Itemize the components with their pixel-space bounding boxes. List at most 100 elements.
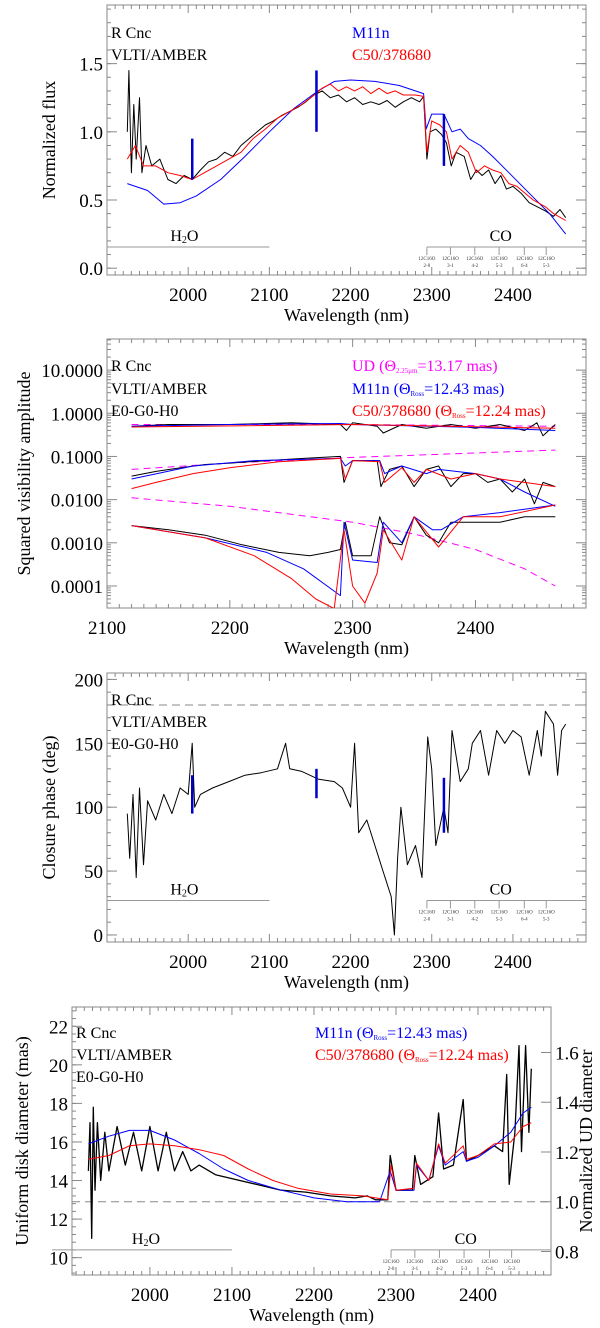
annotation-text: R Cnc	[76, 1025, 116, 1042]
y-axis-title: Uniform disk diameter (mas)	[12, 1036, 33, 1245]
x-tick-label: 2100	[213, 1285, 251, 1306]
series-line-c50-378680	[88, 1122, 532, 1201]
series-line-ud	[131, 497, 556, 587]
co-transition-label: 4-2	[471, 264, 478, 269]
plot-frame	[71, 1006, 552, 1276]
y-axis-title: Squared visibility amplitude	[14, 372, 34, 576]
y-tick-label: 1.5	[79, 55, 103, 76]
x-tick-label: 2100	[250, 952, 288, 973]
y-tick-label: 100	[75, 798, 104, 819]
text-part: =13.17 mas)	[417, 358, 497, 375]
text-part: C50/378680 (Θ	[315, 1047, 415, 1064]
y-tick-label: 20	[49, 1056, 68, 1077]
co-transition-label: 2-0	[424, 264, 431, 269]
co-isotope-label: 12C16O	[442, 257, 459, 262]
x-tick-label: 2100	[88, 618, 126, 639]
y-tick-label: 10.0000	[41, 361, 103, 382]
annotation-text: R Cnc	[111, 358, 151, 375]
series-line-observed	[126, 70, 567, 218]
y-tick-label: 0.0100	[51, 491, 103, 512]
co-isotope-label: 12C16O	[516, 910, 533, 915]
y-tick-label: 16	[49, 1133, 68, 1154]
x-axis-title: Wavelength (nm)	[284, 305, 409, 326]
right-y-tick-label: 1.2	[555, 1143, 579, 1164]
x-tick-label: 2000	[131, 1285, 169, 1306]
right-y-axis-title: Normalized UD diameter	[576, 1050, 596, 1233]
y-tick-label: 10	[49, 1249, 68, 1270]
y-tick-label: 200	[75, 670, 104, 691]
y-axis-title: Closure phase (deg)	[39, 736, 60, 880]
text-part: H	[170, 228, 182, 245]
co-isotope-label: 12C16O	[383, 1260, 400, 1265]
x-axis-title: Wavelength (nm)	[249, 1305, 374, 1326]
series-group	[126, 710, 567, 936]
series-group	[87, 1044, 532, 1240]
text-part: =12.24 mas)	[429, 1047, 509, 1064]
series-group	[131, 422, 556, 608]
text-part: =12.43 mas)	[424, 381, 504, 398]
text-part: M11n (Θ	[352, 381, 411, 398]
y-tick-label: 1.0	[79, 123, 103, 144]
y-tick-label: 0.1000	[51, 447, 103, 468]
x-tick-label: 2400	[494, 952, 532, 973]
x-axis-title: Wavelength (nm)	[284, 972, 409, 993]
y-tick-label: 0.0001	[51, 577, 103, 598]
x-tick-label: 2200	[211, 618, 249, 639]
plot-frame	[106, 4, 587, 276]
co-transition-label: 6-4	[521, 264, 528, 269]
series-line-m11n	[88, 1106, 532, 1203]
right-y-tick-label: 1.0	[555, 1193, 579, 1214]
co-isotope-label: 12C16O	[418, 910, 435, 915]
series-group	[126, 70, 567, 235]
co-isotope-label: 12C16O	[456, 1260, 473, 1265]
x-tick-label: 2100	[250, 285, 288, 306]
legend-entry: M11n (ΘRoss=12.43 mas)	[315, 1025, 467, 1042]
series-line-c50-378680	[131, 424, 556, 429]
series-line-observed	[126, 710, 567, 936]
y-tick-label: 18	[49, 1094, 68, 1115]
co-isotope-label: 12C16O	[481, 1260, 498, 1265]
co-transition-label: 2-0	[424, 917, 431, 922]
legend-entry: M11n (ΘRoss=12.43 mas)	[352, 381, 504, 398]
co-isotope-label: 12C16O	[406, 1260, 423, 1265]
y-tick-label: 0	[94, 926, 104, 947]
co-band-label: CO	[490, 228, 512, 245]
co-isotope-label: 12C16O	[491, 910, 508, 915]
text-part: C50/378680 (Θ	[352, 403, 452, 420]
annotation-text: VLTI/AMBER	[111, 381, 208, 398]
co-isotope-label: 12C16O	[418, 257, 435, 262]
series-line-c50-378680	[126, 83, 566, 221]
text-part: =12.24 mas)	[466, 403, 546, 420]
y-tick-label: 14	[49, 1172, 69, 1193]
series-line-m11n	[131, 457, 556, 507]
co-isotope-label: 12C16O	[442, 910, 459, 915]
co-transition-label: 5-3	[461, 1267, 468, 1272]
x-tick-label: 2300	[413, 285, 451, 306]
co-isotope-label: 12C16O	[466, 257, 483, 262]
co-band-label: CO	[490, 881, 512, 898]
text-part: O	[187, 228, 199, 245]
x-tick-label: 2300	[377, 1285, 415, 1306]
x-tick-label: 2400	[494, 285, 532, 306]
text-part: C50/378680	[352, 47, 431, 64]
subscript: 2.25μm	[396, 367, 418, 375]
y-tick-label: 0.0010	[51, 534, 103, 555]
chart-panel-2: 2100 2200 2300 2400 Wavelength (nm) 0.0001 0.0…	[14, 338, 587, 659]
co-transition-label: 5-3	[543, 917, 550, 922]
text-part: H	[170, 881, 182, 898]
annotation-text: E0-G0-H0	[111, 736, 179, 753]
chart-panel-1: 2000 2100 2200 2300 2400 Wavelength (nm) 0.0 0.…	[39, 4, 587, 326]
co-isotope-label: 12C16O	[466, 910, 483, 915]
series-line-m11n	[127, 79, 567, 235]
series-line-ud	[131, 449, 556, 470]
x-tick-label: 2400	[459, 1285, 497, 1306]
x-tick-label: 2300	[334, 618, 372, 639]
co-transition-label: 6-4	[521, 917, 528, 922]
plot-frame	[106, 338, 587, 609]
co-isotope-label: 12C16O	[538, 910, 555, 915]
right-y-tick-label: 0.8	[555, 1242, 579, 1263]
series-line-m11n	[131, 504, 556, 597]
series-line-observed	[131, 516, 556, 557]
text-part: O	[148, 1231, 160, 1248]
